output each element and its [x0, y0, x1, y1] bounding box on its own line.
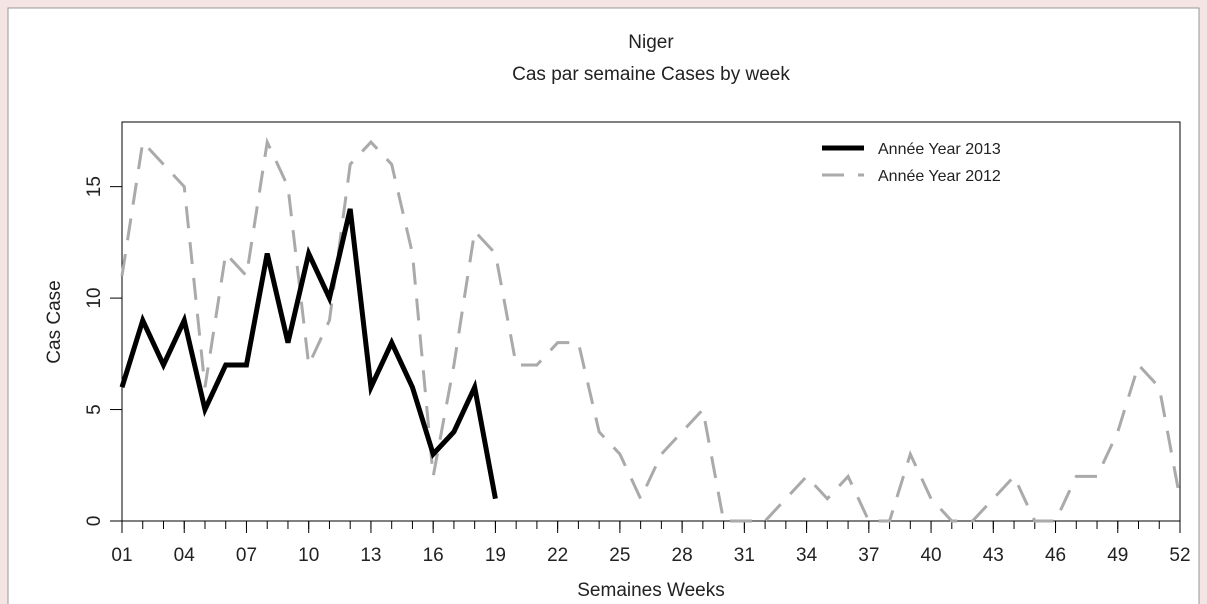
x-tick-label: 13 — [360, 545, 381, 566]
x-tick-label: 46 — [1045, 545, 1066, 566]
y-tick-label: 0 — [84, 516, 105, 527]
chart-subtitle: Cas par semaine Cases by week — [512, 64, 790, 85]
x-tick-label: 25 — [609, 545, 630, 566]
x-tick-label: 40 — [920, 545, 941, 566]
x-tick-label: 16 — [423, 545, 444, 566]
y-tick-label: 10 — [84, 288, 105, 309]
y-tick-label: 5 — [84, 404, 105, 415]
x-tick-label: 31 — [734, 545, 755, 566]
x-tick-label: 49 — [1107, 545, 1128, 566]
chart-title: Niger — [628, 32, 674, 53]
legend-label: Année Year 2012 — [878, 168, 1001, 185]
x-tick-label: 52 — [1169, 545, 1190, 566]
series-line — [120, 136, 1182, 523]
x-tick-label: 22 — [547, 545, 568, 566]
x-tick-label: 19 — [485, 545, 506, 566]
legend-label: Année Year 2013 — [878, 141, 1001, 158]
x-tick-label: 07 — [236, 545, 257, 566]
plot-box — [121, 121, 1181, 522]
panel — [7, 7, 1200, 604]
x-tick-label: 10 — [298, 545, 319, 566]
x-tick-label: 28 — [672, 545, 693, 566]
x-tick-label: 43 — [983, 545, 1004, 566]
x-tick-label: 01 — [111, 545, 132, 566]
series-line — [119, 208, 498, 500]
y-axis-label: Cas Case — [44, 280, 65, 363]
x-tick-label: 37 — [858, 545, 879, 566]
y-tick-label: 15 — [84, 176, 105, 197]
x-tick-label: 04 — [174, 545, 196, 566]
x-tick-label: 34 — [796, 545, 818, 566]
x-axis-label: Semaines Weeks — [577, 580, 725, 601]
